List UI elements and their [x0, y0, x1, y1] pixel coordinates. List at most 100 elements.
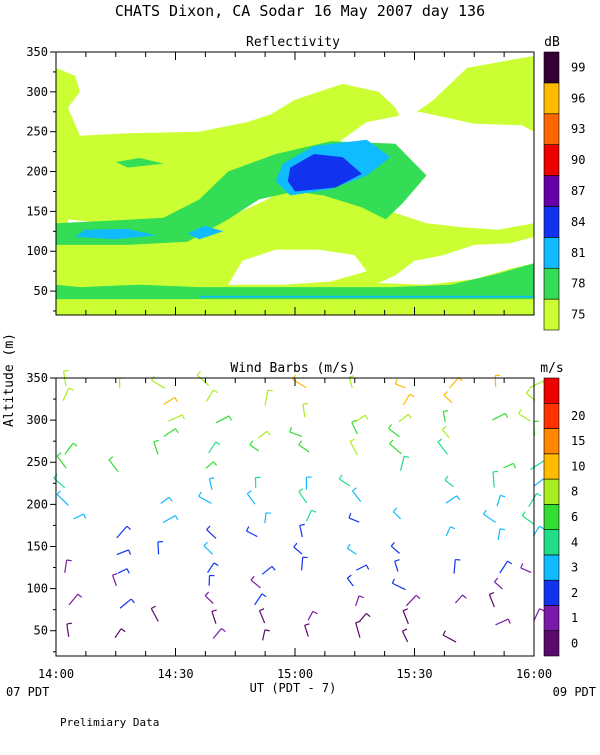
- wind-barb-flag: [113, 573, 118, 575]
- wind-barb: [216, 416, 229, 423]
- wind-barb-flag: [199, 492, 201, 496]
- wind-barb: [290, 432, 302, 436]
- wind-barb-flag: [129, 550, 131, 555]
- wind-barb-flag: [389, 424, 392, 428]
- wind-barb-flag: [169, 497, 172, 501]
- wind-barb-flag: [300, 524, 305, 525]
- reflectivity-colorbar-swatch-81: [544, 237, 559, 268]
- wind-barb: [67, 624, 69, 637]
- wind-barb-flag: [299, 489, 303, 492]
- figure-title: CHATS Dixon, CA Sodar 16 May 2007 day 13…: [115, 2, 485, 20]
- reflectivity-colorbar-label-75: 75: [571, 308, 585, 322]
- x-tick-label-1: 14:30: [157, 667, 193, 681]
- wind-colorbar-swatch-2: [544, 580, 559, 605]
- wind-barb: [212, 611, 216, 623]
- wind-barb-flag: [443, 631, 445, 635]
- wind-barb-flag: [84, 514, 86, 518]
- wind-colorbar-swatch-20: [544, 403, 559, 428]
- wind-barb-flag: [251, 576, 254, 580]
- wind-barb: [251, 580, 260, 588]
- x-tick-label-3: 15:30: [396, 667, 432, 681]
- wind-barb: [209, 442, 216, 453]
- x-axis-title: UT (PDT - 7): [250, 681, 337, 695]
- wind-barb: [263, 630, 265, 641]
- wind-barb-flag: [78, 594, 82, 597]
- wind-barb: [521, 568, 531, 573]
- reflectivity-contour-81-11: [199, 296, 534, 298]
- wind-barb: [299, 492, 307, 503]
- wind-barb: [444, 395, 452, 403]
- wind-barb-flag: [395, 560, 400, 561]
- wind-barb-flag: [444, 392, 447, 396]
- wind-barb: [446, 496, 457, 503]
- wind-barb: [299, 445, 309, 452]
- wind-colorbar-label-8: 8: [571, 485, 578, 499]
- wind-barb-flag: [339, 475, 342, 479]
- wind-barb: [389, 428, 400, 436]
- reflectivity-colorbar-swatch-90: [544, 145, 559, 176]
- wind-barb: [403, 394, 409, 405]
- wind-barb-flag: [67, 623, 72, 624]
- wind-barb-flag: [442, 426, 446, 429]
- wind-barb: [65, 560, 67, 573]
- wind-barb: [500, 561, 508, 573]
- wind-ytick-label-250: 250: [26, 455, 48, 469]
- wind-barb-flag: [438, 439, 442, 442]
- wind-barb: [294, 547, 302, 554]
- wind-colorbar-label-3: 3: [571, 561, 578, 575]
- wind-ytick-label-300: 300: [26, 413, 48, 427]
- wind-barb: [529, 381, 543, 388]
- wind-barb: [163, 516, 175, 523]
- wind-barb-flag: [267, 431, 270, 435]
- wind-barb-flag: [365, 415, 368, 419]
- wind-barb-flag: [127, 569, 129, 573]
- wind-barb: [494, 582, 502, 589]
- wind-colorbar-swatch-10: [544, 454, 559, 479]
- reflectivity-ytick-label-200: 200: [26, 165, 48, 179]
- reflectivity-ytick-label-150: 150: [26, 204, 48, 218]
- wind-barb: [117, 550, 129, 555]
- reflectivity-colorbar-label-87: 87: [571, 184, 585, 198]
- wind-barb-flag: [247, 491, 251, 494]
- wind-barb: [492, 413, 505, 420]
- wind-barb: [519, 414, 531, 421]
- wind-barbs-frame: [56, 378, 534, 656]
- wind-barb-flag: [489, 593, 494, 595]
- wind-barb: [497, 495, 500, 506]
- wind-barb: [164, 429, 176, 437]
- wind-barb-flag: [347, 575, 351, 578]
- wind-barb-flag: [483, 510, 486, 514]
- wind-barb-flag: [69, 388, 74, 390]
- wind-barb-flag: [216, 442, 220, 445]
- wind-barb-flag: [109, 457, 113, 460]
- wind-barb-flag: [175, 516, 177, 520]
- wind-barb-flag: [402, 629, 407, 631]
- wind-barb-flag: [392, 579, 394, 583]
- wind-colorbar-swatch-3: [544, 555, 559, 580]
- wind-colorbar-unit: m/s: [540, 361, 563, 376]
- wind-barb-flag: [463, 595, 467, 598]
- wind-barb: [161, 497, 169, 503]
- wind-barb: [356, 596, 359, 606]
- wind-barb-flag: [408, 414, 411, 418]
- reflectivity-colorbar-label-96: 96: [571, 91, 585, 105]
- reflectivity-colorbar-swatch-78: [544, 268, 559, 299]
- reflectivity-ytick-label-300: 300: [26, 85, 48, 99]
- wind-barb-flag: [64, 370, 69, 371]
- wind-barb-flag: [204, 542, 208, 546]
- wind-barb-flag: [393, 508, 397, 512]
- reflectivity-colorbar-label-99: 99: [571, 60, 585, 74]
- wind-barb: [495, 619, 508, 625]
- reflectivity-ytick-label-100: 100: [26, 244, 48, 258]
- wind-barbs-title: Wind Barbs (m/s): [230, 361, 355, 376]
- wind-barb-flag: [212, 610, 217, 612]
- wind-barb: [449, 378, 458, 389]
- wind-barb: [258, 431, 267, 438]
- wind-barb: [498, 529, 500, 540]
- wind-barb-flag: [121, 629, 125, 632]
- wind-barb-flag: [539, 526, 543, 529]
- wind-ytick-label-200: 200: [26, 497, 48, 511]
- wind-colorbar-label-20: 20: [571, 409, 585, 423]
- wind-colorbar-label-1: 1: [571, 611, 578, 625]
